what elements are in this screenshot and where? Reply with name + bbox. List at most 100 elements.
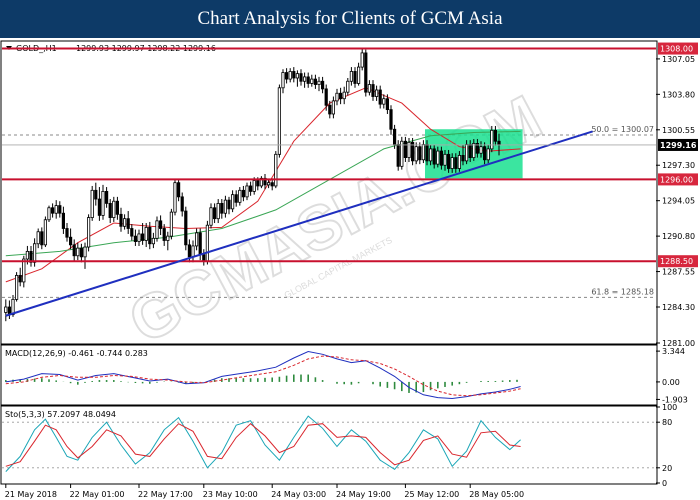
time-axis-label: 24 May 19:00 xyxy=(336,490,391,499)
candle-body xyxy=(353,71,357,84)
candle-body xyxy=(335,92,339,102)
candle-body xyxy=(119,213,123,227)
time-axis-label: 25 May 12:00 xyxy=(404,490,459,499)
time-axis: 21 May 2018 22 May 01:00 22 May 17:00 23 Ma… xyxy=(5,484,524,499)
moving-average-line xyxy=(5,130,521,257)
candle-body xyxy=(266,182,271,186)
candle-body xyxy=(371,84,375,97)
candle-body xyxy=(137,233,141,242)
candle-body xyxy=(58,205,62,214)
candle-body xyxy=(245,185,249,198)
candle-body xyxy=(101,191,105,216)
candle-body xyxy=(248,185,253,192)
macd-plot: 3.344 0.00 -1.903 xyxy=(5,347,688,404)
trading-chart: GCMASIA.COM GLOBAL CAPITAL MARKETS GOLD_… xyxy=(0,38,700,500)
candle-body xyxy=(209,207,213,226)
candle-body xyxy=(302,76,307,82)
candle-body xyxy=(191,245,195,258)
candle-body xyxy=(69,236,73,246)
candle-body xyxy=(54,205,58,214)
candle-body xyxy=(259,177,264,187)
candle-body xyxy=(22,258,26,283)
candle-body xyxy=(187,244,191,258)
candle-body xyxy=(378,89,382,105)
level-price-tag xyxy=(658,173,698,186)
candle-body xyxy=(281,72,285,89)
candle-body xyxy=(169,211,173,237)
candle-body xyxy=(176,182,181,198)
candle-body xyxy=(241,189,245,198)
candle-body xyxy=(360,52,364,68)
price-y-tick-label: 1300.55 xyxy=(662,126,695,135)
price-y-tick-label: 1290.80 xyxy=(662,232,695,241)
time-axis-label: 24 May 03:00 xyxy=(271,490,326,499)
candle-body xyxy=(234,194,238,203)
candle-body xyxy=(346,80,350,93)
price-y-tick-label: 1303.80 xyxy=(662,90,695,99)
candle-body xyxy=(105,191,109,204)
candle-body xyxy=(382,98,386,105)
candle-body xyxy=(223,199,227,214)
macd-panel-frame xyxy=(0,344,658,406)
level-price-tag xyxy=(658,42,698,55)
current-price-label: 1299.16 xyxy=(660,141,697,150)
candle-body xyxy=(320,80,325,90)
candle-body xyxy=(155,220,159,239)
candle-body xyxy=(418,146,422,161)
candle-body xyxy=(374,89,379,97)
stochastic-y-tick-label: 0 xyxy=(662,479,667,488)
candle-body xyxy=(472,143,476,159)
time-axis-label: 21 May 2018 xyxy=(5,490,57,499)
candle-body xyxy=(151,237,155,245)
candle-body xyxy=(457,155,462,169)
candle-body xyxy=(112,200,116,218)
candle-body xyxy=(123,218,127,227)
candle-body xyxy=(173,182,177,213)
candle-body xyxy=(40,231,44,246)
current-price-tag xyxy=(658,138,698,151)
candle-body xyxy=(194,232,199,247)
candle-body xyxy=(115,200,119,215)
candle-body xyxy=(436,150,440,165)
candle-body xyxy=(87,217,91,248)
candle-body xyxy=(126,218,130,229)
candle-body xyxy=(389,109,393,130)
candle-body xyxy=(148,226,152,245)
candle-body xyxy=(25,250,30,260)
stochastic-d-line xyxy=(5,423,521,467)
candle-body xyxy=(227,199,231,210)
candle-body xyxy=(83,246,87,258)
candle-body xyxy=(90,189,94,218)
macd-title: MACD(12,26,9) -0.461 -0.744 0.283 xyxy=(5,349,148,358)
candle-body xyxy=(230,194,235,210)
chart-background xyxy=(0,38,700,500)
candle-body xyxy=(295,73,300,79)
candle-body xyxy=(400,140,404,167)
candle-body xyxy=(421,144,426,161)
candle-body xyxy=(72,244,76,257)
macd-y-tick-label: -1.903 xyxy=(662,395,688,404)
stochastic-plot: 100 80 20 0 xyxy=(2,403,677,488)
price-y-tick-label: 1284.30 xyxy=(662,303,695,312)
candle-body xyxy=(497,140,501,145)
candle-body xyxy=(392,128,397,145)
time-axis-label: 28 May 05:00 xyxy=(469,490,524,499)
level-price-tag xyxy=(658,255,698,268)
candle-body xyxy=(220,203,224,214)
fibonacci-label: 50.0 = 1300.07 xyxy=(591,125,654,134)
candle-body xyxy=(490,129,494,150)
candle-body xyxy=(94,189,98,200)
candle-body xyxy=(461,155,465,162)
candle-body xyxy=(324,88,328,106)
candle-body xyxy=(238,189,242,203)
fibonacci-label: 61.8 = 1285.18 xyxy=(591,287,654,296)
candle-body xyxy=(310,78,314,84)
candle-body xyxy=(61,212,66,229)
candle-body xyxy=(410,141,415,162)
price-y-tick-label: 1307.05 xyxy=(662,55,695,64)
stochastic-y-tick-label: 100 xyxy=(662,403,677,412)
candle-body xyxy=(97,198,101,216)
candle-body xyxy=(356,66,361,84)
candle-body xyxy=(166,235,170,241)
candle-body xyxy=(331,100,336,115)
